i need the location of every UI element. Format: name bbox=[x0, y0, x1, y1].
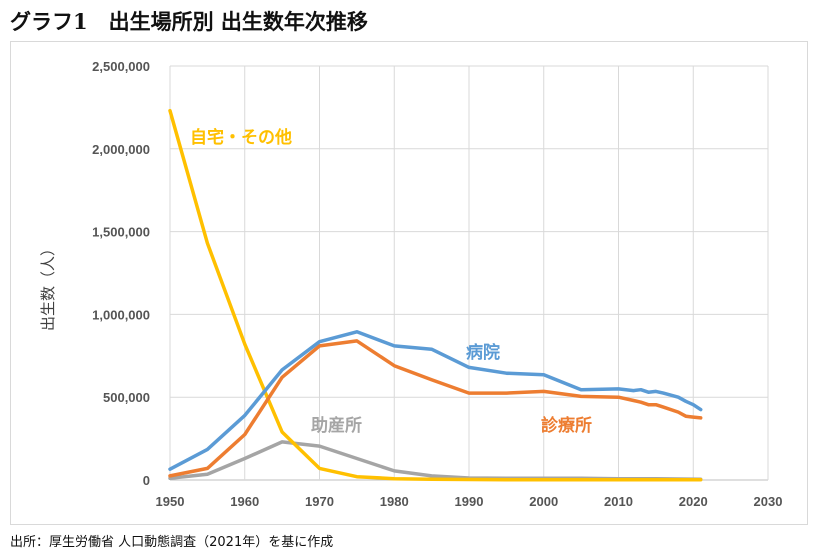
source-note: 出所：厚生労働省 人口動態調査（2021年）を基に作成 bbox=[10, 535, 334, 550]
y-tick-label: 1,500,000 bbox=[92, 225, 150, 240]
chart-area bbox=[10, 41, 808, 525]
y-tick-label: 2,500,000 bbox=[92, 59, 150, 74]
y-tick-label: 0 bbox=[143, 473, 150, 488]
chart-title: グラフ1 出生場所別 出生数年次推移 bbox=[10, 9, 368, 34]
series-lines bbox=[168, 108, 703, 482]
x-tick-label: 1950 bbox=[156, 494, 185, 509]
x-tick-label: 1960 bbox=[230, 494, 259, 509]
y-axis-label: 出生数（人） bbox=[39, 241, 57, 331]
series-line-2 bbox=[168, 440, 703, 481]
x-tick-label: 1990 bbox=[455, 494, 484, 509]
x-tick-label: 2000 bbox=[529, 494, 558, 509]
series-line-3 bbox=[168, 108, 703, 482]
x-tick-label: 1980 bbox=[380, 494, 409, 509]
axes: 0 500,000 1,000,000 1,500,000 2,000,000 2,500… bbox=[92, 59, 782, 509]
series-labels: 自宅・その他 病院 診療所 助産所 bbox=[190, 127, 592, 436]
x-tick-label: 2010 bbox=[604, 494, 633, 509]
gridlines bbox=[169, 65, 769, 481]
x-tick-label: 2030 bbox=[754, 494, 783, 509]
series-line-1 bbox=[168, 339, 703, 478]
series-label-midwife: 助産所 bbox=[311, 415, 362, 436]
series-label-home: 自宅・その他 bbox=[190, 127, 292, 148]
y-tick-label: 2,000,000 bbox=[92, 142, 150, 157]
y-tick-label: 1,000,000 bbox=[92, 307, 150, 322]
x-tick-label: 2020 bbox=[679, 494, 708, 509]
series-line-0 bbox=[168, 330, 703, 471]
series-label-hospital: 病院 bbox=[466, 342, 500, 363]
series-label-clinic: 診療所 bbox=[541, 415, 592, 436]
y-tick-label: 500,000 bbox=[103, 390, 150, 405]
x-tick-label: 1970 bbox=[305, 494, 334, 509]
